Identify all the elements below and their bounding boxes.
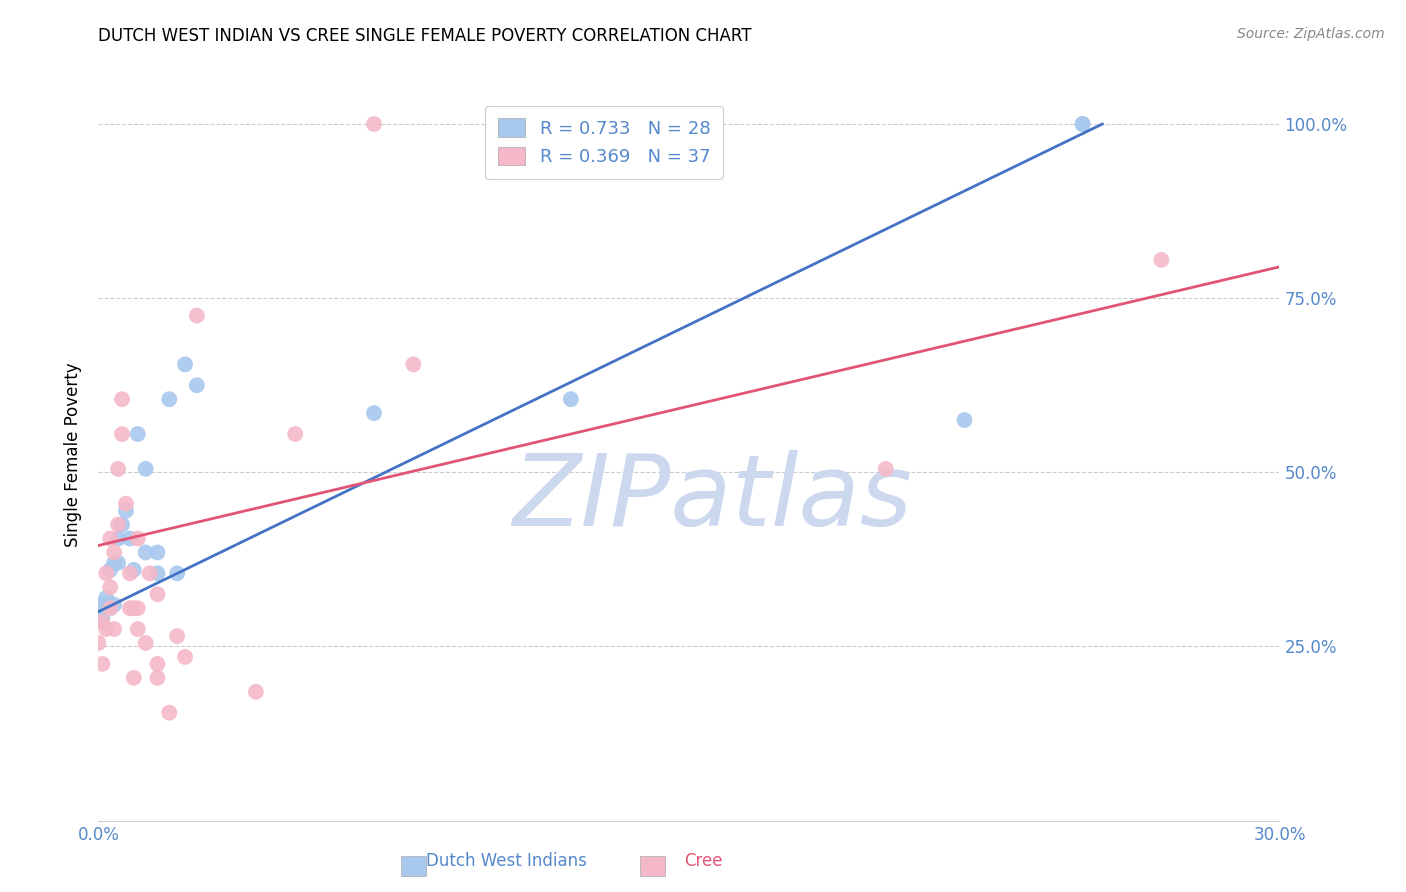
Point — [135, 545, 157, 559]
Point — [146, 671, 169, 685]
Point — [111, 427, 134, 442]
Point — [91, 615, 114, 629]
Point — [98, 601, 121, 615]
Text: Source: ZipAtlas.com: Source: ZipAtlas.com — [1237, 27, 1385, 41]
Point — [146, 566, 169, 581]
Point — [122, 601, 145, 615]
Point — [245, 685, 267, 699]
Point — [135, 462, 157, 476]
Point — [107, 556, 129, 570]
Point — [115, 497, 138, 511]
Point — [118, 601, 141, 615]
Point — [96, 601, 118, 615]
Point — [166, 566, 188, 581]
Point — [146, 545, 169, 559]
Point — [127, 532, 149, 546]
Point — [174, 649, 197, 664]
Point — [91, 598, 114, 612]
Point — [115, 503, 138, 517]
Point — [103, 556, 125, 570]
Point — [122, 563, 145, 577]
Point — [135, 636, 157, 650]
Point — [107, 462, 129, 476]
Text: DUTCH WEST INDIAN VS CREE SINGLE FEMALE POVERTY CORRELATION CHART: DUTCH WEST INDIAN VS CREE SINGLE FEMALE … — [98, 27, 752, 45]
Point — [103, 622, 125, 636]
Point — [875, 462, 897, 476]
Point — [107, 517, 129, 532]
Legend: R = 0.733   N = 28, R = 0.369   N = 37: R = 0.733 N = 28, R = 0.369 N = 37 — [485, 105, 723, 178]
Point — [174, 357, 197, 371]
Point — [87, 636, 110, 650]
Point — [402, 357, 425, 371]
Point — [166, 629, 188, 643]
Point — [127, 601, 149, 615]
Point — [146, 657, 169, 671]
Point — [1071, 117, 1094, 131]
Point — [146, 587, 169, 601]
Point — [284, 427, 307, 442]
Point — [953, 413, 976, 427]
Point — [1150, 252, 1173, 267]
Text: Cree: Cree — [683, 852, 723, 870]
Point — [98, 532, 121, 546]
Point — [111, 392, 134, 407]
Point — [96, 622, 118, 636]
Point — [157, 706, 180, 720]
Point — [98, 601, 121, 615]
Point — [96, 566, 118, 581]
Point — [118, 532, 141, 546]
Point — [96, 591, 118, 605]
Text: Dutch West Indians: Dutch West Indians — [426, 852, 586, 870]
Text: ZIPatlas: ZIPatlas — [513, 450, 912, 548]
Point — [186, 309, 208, 323]
Y-axis label: Single Female Poverty: Single Female Poverty — [65, 363, 83, 547]
Point — [91, 657, 114, 671]
Point — [111, 517, 134, 532]
Point — [98, 580, 121, 594]
Point — [91, 612, 114, 626]
Point — [138, 566, 160, 581]
Point — [186, 378, 208, 392]
Point — [157, 392, 180, 407]
Point — [118, 566, 141, 581]
Point — [1071, 117, 1094, 131]
Point — [103, 598, 125, 612]
Point — [560, 392, 582, 407]
Point — [127, 427, 149, 442]
Point — [107, 532, 129, 546]
Point — [363, 117, 385, 131]
Point — [103, 545, 125, 559]
Point — [122, 671, 145, 685]
Point — [98, 563, 121, 577]
Point — [127, 622, 149, 636]
Point — [363, 406, 385, 420]
